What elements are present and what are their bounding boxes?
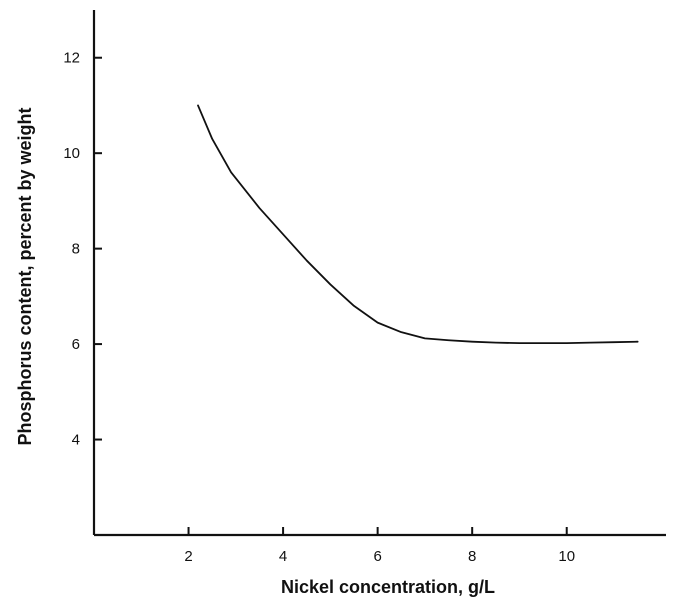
- y-axis-title: Phosphorus content, percent by weight: [15, 107, 35, 445]
- x-tick-label: 6: [373, 548, 381, 565]
- y-tick-label: 12: [63, 50, 80, 67]
- y-tick-label: 10: [63, 145, 80, 162]
- x-tick-label: 8: [468, 548, 476, 565]
- x-ticks: 2 4 6 8 10: [184, 527, 575, 565]
- series-line: [197, 104, 639, 345]
- y-ticks: 4 6 8 10 12: [63, 50, 102, 449]
- y-tick-label: 6: [72, 336, 80, 353]
- y-tick-label: 8: [72, 241, 80, 258]
- x-axis-title: Nickel concentration, g/L: [281, 577, 495, 597]
- x-tick-label: 4: [279, 548, 287, 565]
- axes: [92, 10, 666, 537]
- series-group: [197, 104, 639, 345]
- x-tick-label: 2: [184, 548, 192, 565]
- x-tick-label: 10: [558, 548, 575, 565]
- y-tick-label: 4: [72, 432, 80, 449]
